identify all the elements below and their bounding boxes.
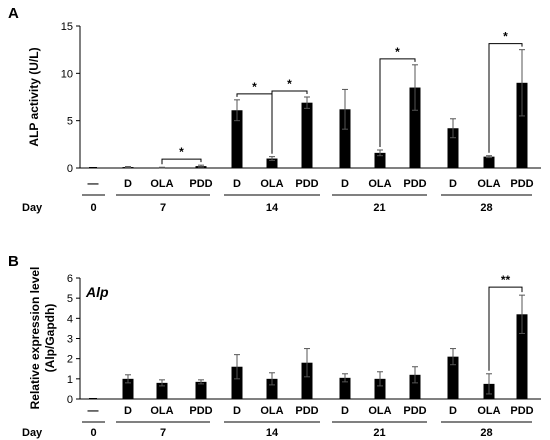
day-row-label: Day [22,202,43,214]
panel-label: B [8,253,19,270]
bar [516,82,528,168]
y-tick-label: 1 [67,374,73,386]
y-tick-label: 5 [67,293,73,305]
day-label: 28 [480,202,492,214]
significance-bracket [488,43,523,153]
bar [409,87,421,168]
y-tick-label: 15 [61,21,73,33]
category-label: OLA [150,178,173,190]
category-label: OLA [477,178,500,190]
bar [122,378,134,399]
bar [156,382,168,399]
bar [266,158,278,168]
significance-label: * [503,30,508,44]
category-label: PDD [295,405,318,417]
bar [447,128,459,168]
category-label: OLA [368,178,391,190]
category-label: PDD [189,178,212,190]
significance-label: * [395,45,400,59]
day-row-label: Day [22,427,43,439]
category-label: D [233,178,241,190]
bar [231,366,243,399]
category-label: PDD [510,178,533,190]
y-tick-label: 10 [61,68,73,80]
gene-label: Alp [85,284,109,300]
bar [339,377,351,399]
panel-a: A 0 5 10 15 * * * * * — 0 D OLA PDD 7 D OLA PDD 14 D OLA PDD 21… [8,5,541,214]
y-tick-label: 3 [67,334,73,346]
bar [409,374,421,399]
bar [301,102,313,168]
day-label: 14 [266,427,279,439]
category-label: PDD [510,405,533,417]
significance-label: * [252,80,257,94]
significance-bracket [161,158,202,165]
y-tick-label: 5 [67,116,73,128]
category-label: OLA [477,405,500,417]
category-label: PDD [295,178,318,190]
category-label: OLA [260,405,283,417]
significance-bracket [271,90,308,154]
bar [266,378,278,399]
y-tick-label: 0 [67,394,73,406]
significance-label: * [287,77,292,91]
category-label: D [341,178,349,190]
category-label: D [341,405,349,417]
y-tick-label: 2 [67,354,73,366]
category-label: OLA [260,178,283,190]
y-axis-label-line1: Relative expression level [28,267,42,410]
y-tick-label: 4 [67,313,73,325]
category-label: D [124,178,132,190]
day-label: 21 [373,202,385,214]
bar [374,378,386,399]
category-label: PDD [403,178,426,190]
bar [231,110,243,168]
category-label: PDD [189,405,212,417]
bar [483,156,495,168]
day-label: 14 [266,202,279,214]
y-tick-label: 6 [67,273,73,285]
bar [339,109,351,168]
y-axis-label-line2: (Alp/Gapdh) [43,304,57,373]
day-label: 21 [373,427,385,439]
bar [374,152,386,168]
day-label: 7 [160,202,166,214]
category-label: — [88,178,99,190]
category-label: D [449,178,457,190]
category-label: D [449,405,457,417]
day-label: 0 [90,202,96,214]
bar [516,314,528,399]
category-label: OLA [150,405,173,417]
significance-bracket [488,286,523,371]
bar [301,362,313,399]
significance-label: ** [501,273,511,287]
day-label: 0 [90,427,96,439]
day-label: 28 [480,427,492,439]
day-label: 7 [160,427,166,439]
category-label: OLA [368,405,391,417]
category-label: D [233,405,241,417]
panel-b: B 0 1 2 3 4 5 6 ** — 0 D OLA PDD 7 D OLA PDD 14 D OLA PDD 21 D O… [8,253,541,439]
bar [195,381,207,399]
y-tick-label: 0 [67,163,73,175]
significance-bracket [379,58,416,148]
y-axis-label: ALP activity (U/L) [27,47,41,146]
category-label: D [124,405,132,417]
category-label: — [88,405,99,417]
category-label: PDD [403,405,426,417]
significance-label: * [179,145,184,159]
panel-label: A [8,5,19,22]
bar [447,356,459,399]
